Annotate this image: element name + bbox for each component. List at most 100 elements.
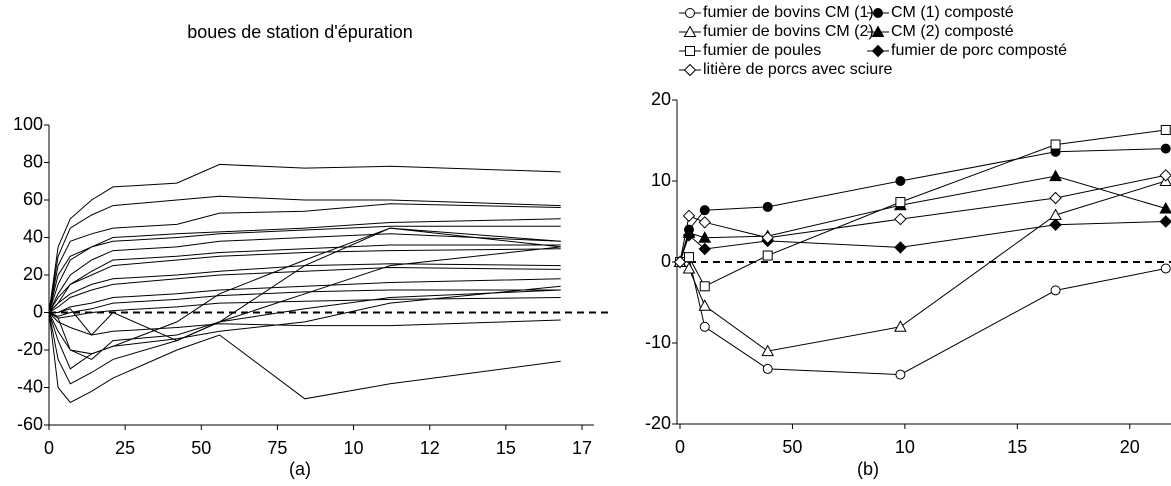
marker bbox=[1160, 124, 1171, 135]
series-line bbox=[48, 263, 561, 313]
y-tick-label: 80 bbox=[23, 151, 43, 171]
series-line bbox=[48, 289, 561, 360]
legend-label: fumier de porc composté bbox=[891, 42, 1067, 59]
marker bbox=[1050, 139, 1061, 150]
series-line bbox=[48, 248, 561, 313]
marker bbox=[895, 369, 906, 380]
x-tick-label: 0 bbox=[675, 437, 685, 457]
marker bbox=[682, 261, 696, 274]
series-line bbox=[48, 218, 561, 313]
marker bbox=[1159, 202, 1171, 214]
legend-marker bbox=[685, 46, 695, 56]
marker bbox=[1049, 218, 1062, 231]
marker bbox=[698, 299, 712, 311]
y-tick-label: 0 bbox=[661, 251, 671, 271]
series-line bbox=[679, 174, 1166, 263]
series-line bbox=[679, 257, 1166, 376]
y-tick-label: 60 bbox=[23, 189, 43, 209]
series-line bbox=[49, 227, 561, 342]
x-tick-label: 17 bbox=[572, 438, 592, 458]
legend-label: CM (2) composté bbox=[891, 23, 1014, 40]
series-line bbox=[48, 246, 561, 385]
caption: (a) bbox=[289, 459, 311, 479]
y-tick-label: 10 bbox=[651, 170, 671, 190]
marker bbox=[894, 212, 907, 226]
series-line bbox=[48, 195, 561, 313]
x-tick-label: 50 bbox=[782, 437, 802, 457]
series-line bbox=[48, 312, 561, 404]
legend-label: fumier de bovins CM (1) bbox=[703, 4, 874, 21]
y-tick-label: 100 bbox=[13, 114, 43, 134]
marker bbox=[894, 320, 907, 332]
marker bbox=[1050, 285, 1061, 296]
x-tick-label: 15 bbox=[1007, 437, 1027, 457]
chart-title: boues de station d'épuration bbox=[187, 22, 413, 42]
x-tick-label: 20 bbox=[1120, 437, 1140, 457]
marker bbox=[762, 250, 773, 261]
marker bbox=[762, 363, 773, 374]
series-line bbox=[48, 203, 561, 313]
legend-marker bbox=[871, 44, 885, 58]
series-line bbox=[48, 285, 561, 370]
legend-marker bbox=[685, 8, 695, 18]
y-tick-label: 40 bbox=[23, 226, 43, 246]
series-line bbox=[679, 221, 1166, 263]
marker bbox=[761, 344, 775, 357]
series-line bbox=[48, 266, 561, 313]
marker bbox=[698, 231, 712, 243]
series-line bbox=[679, 148, 1166, 263]
caption: (b) bbox=[857, 459, 879, 479]
legend-label: fumier de poules bbox=[703, 42, 821, 59]
marker bbox=[894, 241, 907, 254]
x-tick-label: 10 bbox=[895, 437, 915, 457]
legend-label: CM (1) composté bbox=[891, 4, 1014, 21]
marker bbox=[698, 216, 711, 229]
series-line bbox=[48, 227, 561, 355]
x-tick-label: 10 bbox=[344, 438, 364, 458]
legend-marker bbox=[683, 63, 697, 77]
series-line bbox=[679, 175, 1166, 263]
marker bbox=[698, 242, 711, 256]
legend-marker bbox=[873, 8, 883, 18]
y-tick-label: 0 bbox=[33, 301, 43, 321]
marker bbox=[699, 321, 710, 332]
marker bbox=[1159, 169, 1171, 182]
legend-marker bbox=[871, 25, 885, 37]
x-tick-label: 75 bbox=[267, 438, 287, 458]
y-tick-label: 20 bbox=[23, 264, 43, 284]
marker bbox=[699, 281, 710, 292]
x-tick-label: 0 bbox=[44, 438, 54, 458]
y-tick-label: -10 bbox=[645, 332, 671, 352]
legend-label: litière de porcs avec sciure bbox=[703, 61, 893, 78]
series-line bbox=[49, 278, 561, 313]
y-tick-label: 20 bbox=[651, 89, 671, 109]
y-tick-label: -20 bbox=[17, 339, 43, 359]
marker bbox=[683, 252, 694, 263]
x-tick-label: 15 bbox=[496, 438, 516, 458]
series-line bbox=[48, 297, 561, 319]
series-line bbox=[48, 312, 561, 336]
series-line bbox=[679, 180, 1166, 352]
series-line bbox=[48, 163, 561, 313]
y-tick-label: -60 bbox=[17, 414, 43, 434]
marker bbox=[895, 197, 906, 208]
marker bbox=[1160, 143, 1171, 154]
x-tick-label: 12 bbox=[420, 438, 440, 458]
marker bbox=[1049, 169, 1062, 182]
series-line bbox=[48, 225, 561, 313]
x-tick-label: 25 bbox=[115, 438, 135, 458]
y-tick-label: -40 bbox=[17, 376, 43, 396]
marker bbox=[1049, 208, 1062, 221]
marker bbox=[761, 231, 774, 244]
y-tick-label: -20 bbox=[645, 413, 671, 433]
marker bbox=[895, 176, 906, 186]
legend-marker bbox=[683, 25, 697, 37]
x-tick-label: 50 bbox=[191, 438, 211, 458]
marker bbox=[1159, 215, 1171, 228]
marker bbox=[682, 209, 696, 223]
series-line bbox=[48, 233, 561, 313]
marker bbox=[699, 205, 710, 216]
marker bbox=[762, 201, 773, 212]
marker bbox=[673, 255, 687, 269]
